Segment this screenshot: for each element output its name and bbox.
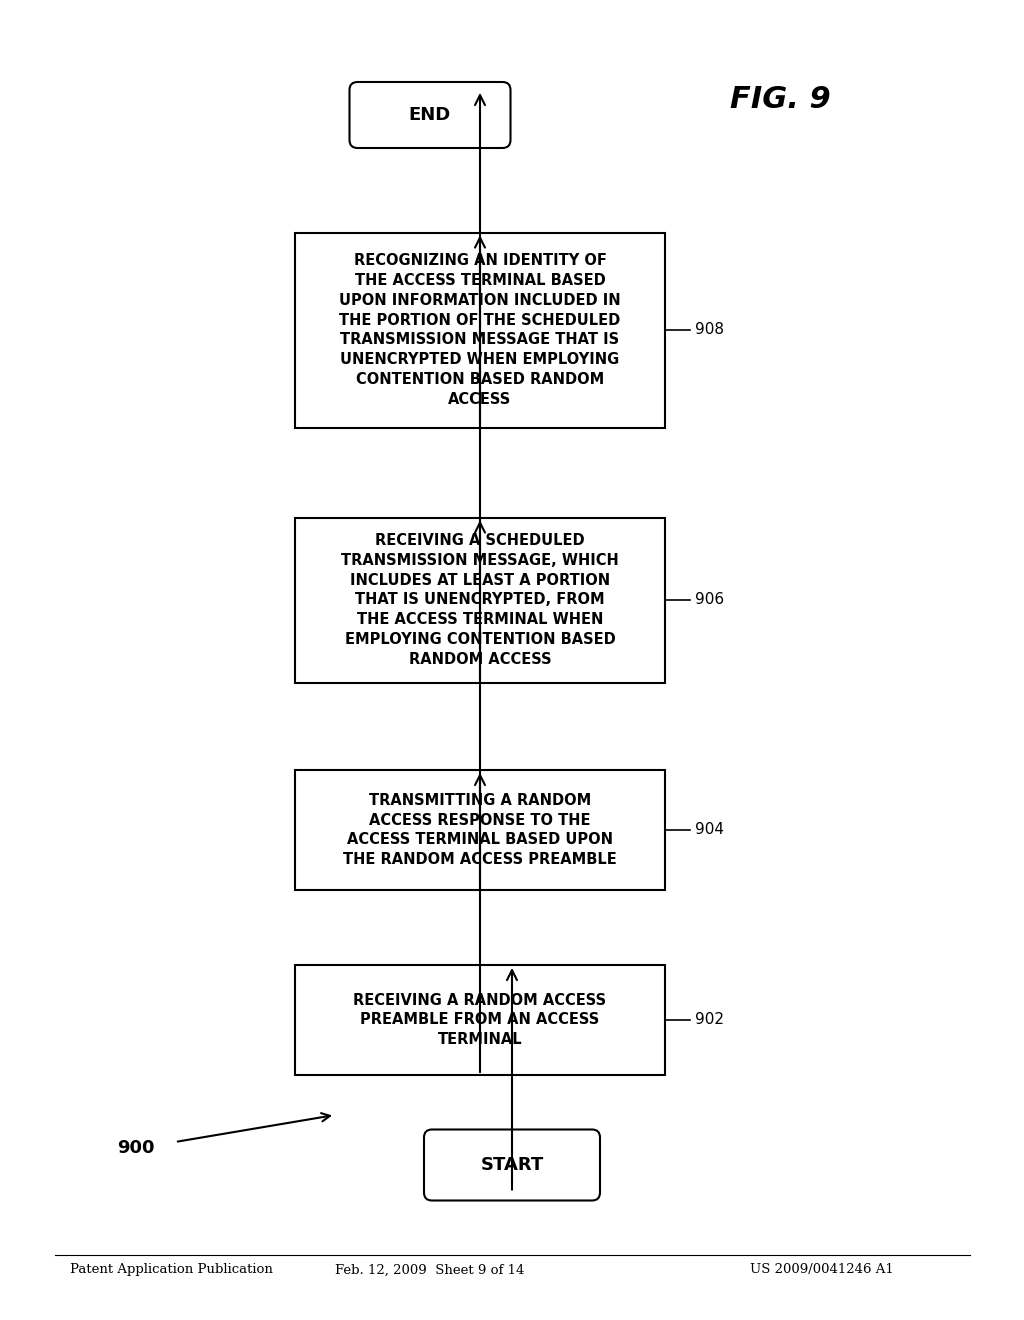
Bar	[295, 770, 665, 890]
Text: FIG. 9: FIG. 9	[730, 86, 830, 115]
Bar	[295, 232, 665, 428]
FancyBboxPatch shape	[424, 1130, 600, 1200]
Text: TRANSMITTING A RANDOM
ACCESS RESPONSE TO THE
ACCESS TERMINAL BASED UPON
THE RAND: TRANSMITTING A RANDOM ACCESS RESPONSE TO…	[343, 793, 616, 867]
Text: END: END	[409, 106, 452, 124]
Text: RECEIVING A SCHEDULED
TRANSMISSION MESSAGE, WHICH
INCLUDES AT LEAST A PORTION
TH: RECEIVING A SCHEDULED TRANSMISSION MESSA…	[341, 533, 618, 667]
Text: 900: 900	[118, 1139, 155, 1158]
Bar	[295, 517, 665, 682]
FancyBboxPatch shape	[349, 82, 511, 148]
Text: 906: 906	[695, 593, 724, 607]
Bar	[295, 965, 665, 1074]
Text: 902: 902	[695, 1012, 724, 1027]
Text: RECEIVING A RANDOM ACCESS
PREAMBLE FROM AN ACCESS
TERMINAL: RECEIVING A RANDOM ACCESS PREAMBLE FROM …	[353, 993, 606, 1047]
Text: US 2009/0041246 A1: US 2009/0041246 A1	[750, 1263, 894, 1276]
Text: START: START	[480, 1156, 544, 1173]
Text: 908: 908	[695, 322, 724, 338]
Text: 904: 904	[695, 822, 724, 837]
Text: Patent Application Publication: Patent Application Publication	[70, 1263, 272, 1276]
Text: RECOGNIZING AN IDENTITY OF
THE ACCESS TERMINAL BASED
UPON INFORMATION INCLUDED I: RECOGNIZING AN IDENTITY OF THE ACCESS TE…	[339, 253, 621, 407]
Text: Feb. 12, 2009  Sheet 9 of 14: Feb. 12, 2009 Sheet 9 of 14	[335, 1263, 524, 1276]
